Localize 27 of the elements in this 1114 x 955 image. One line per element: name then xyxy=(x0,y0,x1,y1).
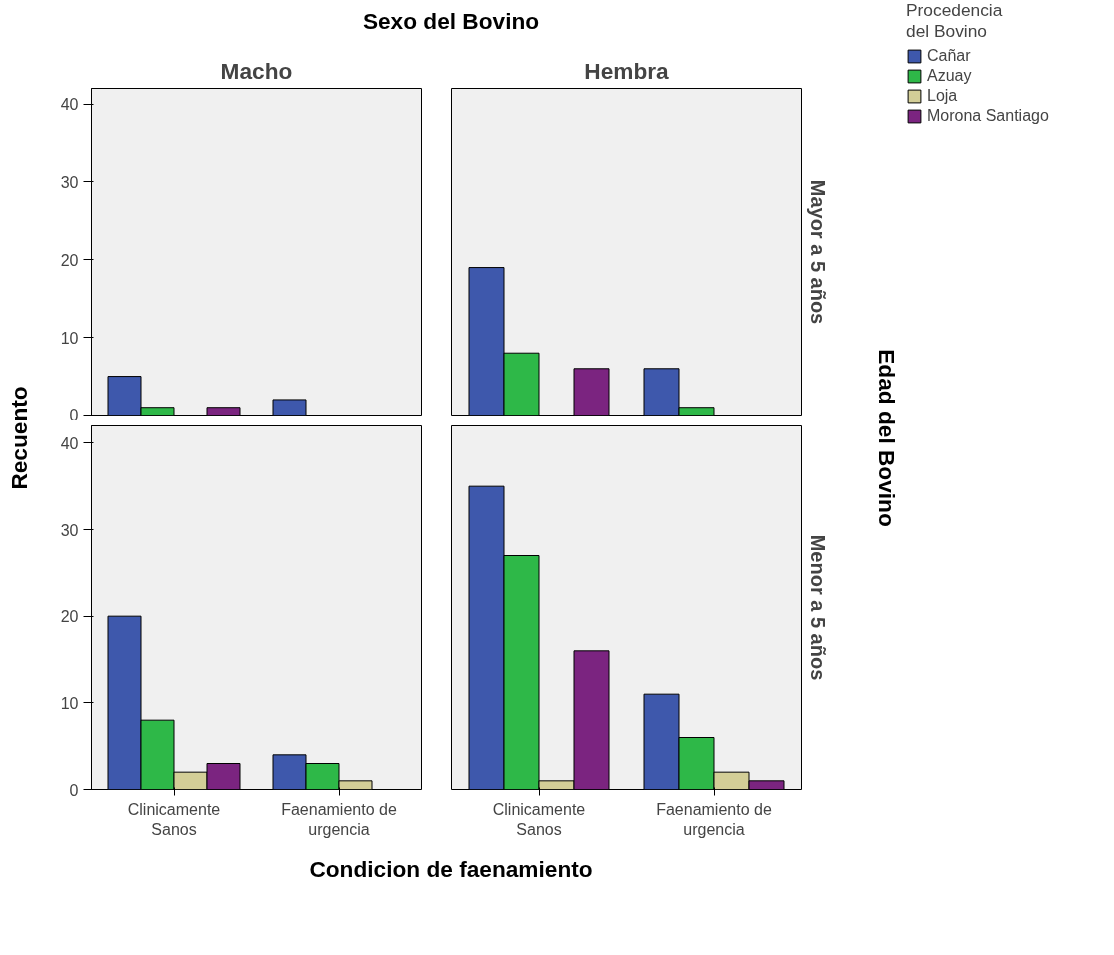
y-tick-label: 30 xyxy=(60,521,79,539)
chart-title: Hembra xyxy=(584,57,670,84)
x-tick-label: Faenamiento de urgencia xyxy=(656,800,772,838)
y-tick-label: 10 xyxy=(60,329,79,347)
y-tick-label: 10 xyxy=(60,694,79,712)
x-tick-label: Clinicamente Sanos xyxy=(492,800,586,838)
y-tick-label: 30 xyxy=(60,173,79,191)
y-axis-title: Recuento xyxy=(5,386,32,490)
x-axis-title: Condicion de faenamiento xyxy=(309,855,593,884)
x-tick-label: Faenamiento de urgencia xyxy=(281,800,397,838)
legend-label: Cañar xyxy=(927,47,971,65)
legend-title: Procedencia del Bovino xyxy=(906,0,1004,42)
text: Sexo del Bovino xyxy=(362,7,540,36)
x-tick-label: Clinicamente Sanos xyxy=(127,800,221,838)
y2-axis-title: Menor a 5 años xyxy=(806,534,829,681)
y-tick-label: 40 xyxy=(60,96,79,114)
legend-label: Azuay xyxy=(927,67,972,85)
y-tick-label: 0 xyxy=(69,406,79,424)
text: Edad del Bovino xyxy=(873,349,900,527)
chart-title: Macho xyxy=(220,57,293,84)
y2-axis-title: Mayor a 5 años xyxy=(806,179,829,325)
legend-label: Morona Santiago xyxy=(927,107,1049,125)
y-tick-label: 40 xyxy=(60,434,79,452)
legend-label: Loja xyxy=(927,87,958,105)
y-tick-label: 20 xyxy=(60,608,79,626)
y-tick-label: 0 xyxy=(69,781,79,799)
y-tick-label: 20 xyxy=(60,251,79,269)
